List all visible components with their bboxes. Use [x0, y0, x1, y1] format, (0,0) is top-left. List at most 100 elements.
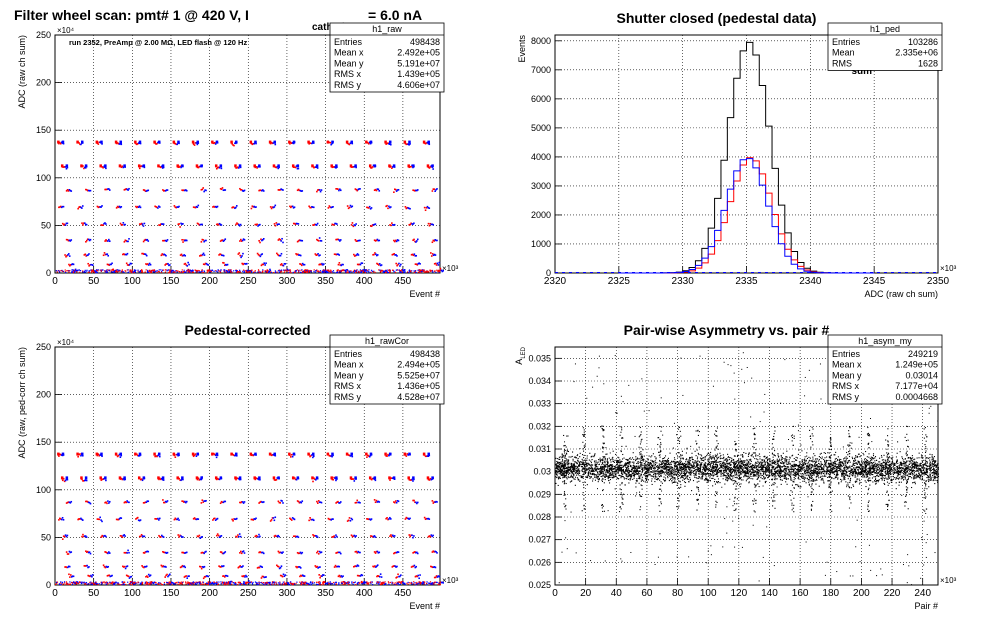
data-point — [404, 271, 406, 273]
data-point — [254, 535, 257, 538]
data-point — [364, 269, 366, 271]
data-point — [173, 518, 176, 521]
data-point — [348, 206, 351, 209]
data-point — [253, 476, 256, 480]
data-point — [427, 455, 430, 457]
data-point — [375, 239, 378, 242]
data-point — [166, 270, 168, 272]
data-point — [299, 575, 301, 578]
data-point — [434, 262, 437, 265]
data-point — [80, 476, 83, 480]
y-tick-label: 5000 — [531, 123, 551, 133]
chart-title: Pair-wise Asymmetry vs. pair # — [624, 322, 830, 338]
data-point — [271, 582, 274, 584]
data-point — [316, 565, 318, 568]
data-point — [353, 480, 356, 482]
data-point — [302, 271, 304, 274]
data-point — [395, 190, 398, 192]
y-tick-label: 0.026 — [528, 557, 551, 567]
data-point — [375, 499, 378, 502]
data-point — [347, 143, 350, 145]
data-point — [265, 262, 267, 265]
data-point — [375, 253, 377, 256]
data-point — [239, 552, 241, 554]
data-point — [413, 583, 415, 585]
data-point — [361, 583, 363, 585]
data-point — [60, 141, 63, 144]
data-point — [314, 253, 317, 255]
data-point — [374, 501, 377, 504]
data-point — [150, 583, 152, 585]
data-point — [299, 254, 302, 257]
data-point — [158, 519, 160, 521]
data-point — [426, 455, 429, 457]
data-point — [216, 223, 219, 225]
data-point — [667, 466, 669, 468]
data-point — [203, 270, 206, 273]
data-point — [321, 271, 323, 274]
data-point — [112, 268, 114, 271]
data-point — [413, 222, 415, 225]
data-point — [165, 263, 167, 265]
data-point — [679, 469, 681, 471]
data-point — [185, 575, 188, 577]
data-point — [352, 581, 355, 584]
data-point — [789, 462, 791, 464]
data-point — [271, 581, 274, 583]
data-point — [85, 479, 88, 482]
data-point — [122, 534, 125, 537]
data-point — [408, 534, 411, 536]
data-point — [237, 534, 239, 536]
data-point — [258, 566, 261, 569]
data-point — [586, 459, 588, 461]
data-point — [262, 238, 264, 241]
data-point — [155, 143, 157, 145]
data-point — [302, 270, 305, 273]
data-point — [148, 582, 150, 585]
data-point — [746, 459, 748, 461]
data-point — [378, 551, 381, 554]
data-point — [85, 188, 87, 191]
data-point — [202, 187, 205, 189]
data-point — [264, 582, 266, 584]
data-point — [409, 271, 411, 273]
data-point — [213, 581, 215, 583]
data-point — [250, 269, 252, 272]
data-point — [286, 269, 288, 271]
data-point — [160, 271, 163, 273]
y-tick-label: 150 — [36, 437, 51, 447]
data-point — [216, 581, 218, 584]
data-point — [244, 576, 246, 578]
data-point — [778, 475, 780, 477]
data-point — [217, 224, 220, 226]
y-tick-label: 2000 — [531, 210, 551, 220]
data-point — [142, 502, 145, 504]
data-point — [237, 271, 240, 273]
data-point — [386, 271, 389, 274]
data-point — [416, 551, 418, 554]
data-point — [206, 269, 208, 271]
data-point — [282, 264, 285, 267]
data-point — [64, 254, 66, 256]
data-point — [387, 207, 389, 210]
data-point — [162, 499, 164, 501]
data-point — [181, 269, 183, 271]
data-point — [199, 581, 202, 583]
data-point — [85, 583, 87, 585]
data-point — [250, 518, 253, 521]
data-point — [313, 477, 315, 480]
data-point — [146, 581, 149, 584]
data-point — [351, 478, 354, 480]
data-point — [591, 458, 593, 461]
data-point — [237, 223, 240, 226]
data-point — [391, 477, 393, 479]
data-point — [72, 269, 74, 271]
data-point — [83, 222, 85, 224]
stats-label: Mean y — [334, 58, 364, 68]
data-point — [69, 264, 71, 267]
data-point — [113, 581, 115, 583]
data-point — [145, 565, 148, 568]
data-point — [242, 252, 244, 255]
data-point — [261, 582, 263, 585]
data-point — [137, 164, 141, 168]
